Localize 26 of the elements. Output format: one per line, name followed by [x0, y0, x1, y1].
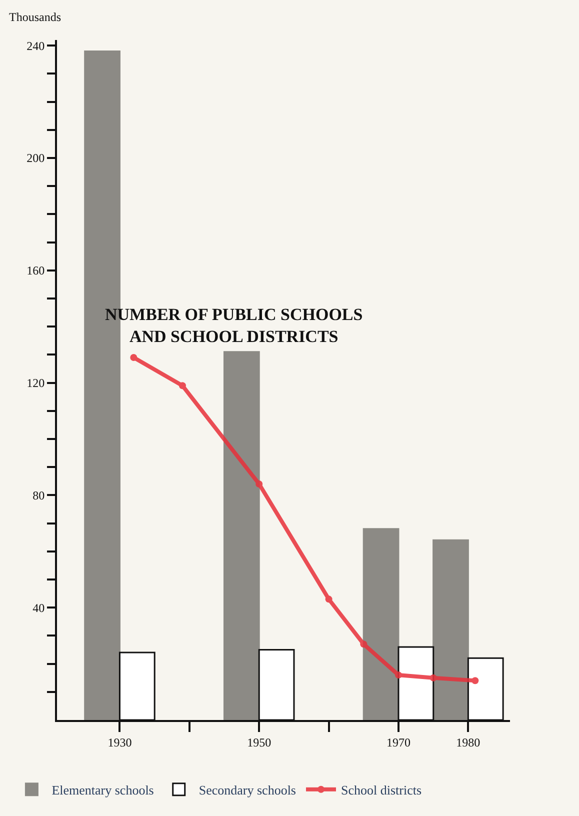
- x-tick-label: 1980: [456, 735, 480, 750]
- x-tick-label: 1950: [247, 735, 272, 750]
- x-tick-label: 1930: [108, 735, 132, 750]
- point: [178, 382, 186, 390]
- y-tick-label: 200: [26, 151, 45, 166]
- legend-label: School districts: [340, 782, 422, 798]
- y-tick-label: 80: [32, 488, 45, 502]
- y-axis-title: Thousands: [9, 10, 62, 24]
- y-tick-label: 120: [26, 376, 45, 390]
- legend-label: Secondary schools: [198, 782, 296, 798]
- point: [472, 677, 479, 684]
- point: [394, 672, 402, 679]
- legend-label: Elementary schools: [52, 782, 154, 798]
- text: NUMBER OF PUBLIC SCHOOLS AND SCHOOL DISTRICTS: [105, 305, 363, 346]
- point: [325, 596, 332, 603]
- point: [430, 674, 437, 682]
- point: [256, 480, 263, 488]
- x-tick-label: 1970: [386, 735, 410, 750]
- bar: [362, 528, 400, 720]
- bar: [223, 351, 260, 720]
- bar: [432, 539, 469, 720]
- point: [360, 640, 368, 648]
- y-tick-label: 160: [26, 264, 45, 278]
- point: [130, 354, 138, 362]
- y-tick-label: 40: [32, 600, 45, 615]
- y-tick-label: 240: [26, 38, 45, 53]
